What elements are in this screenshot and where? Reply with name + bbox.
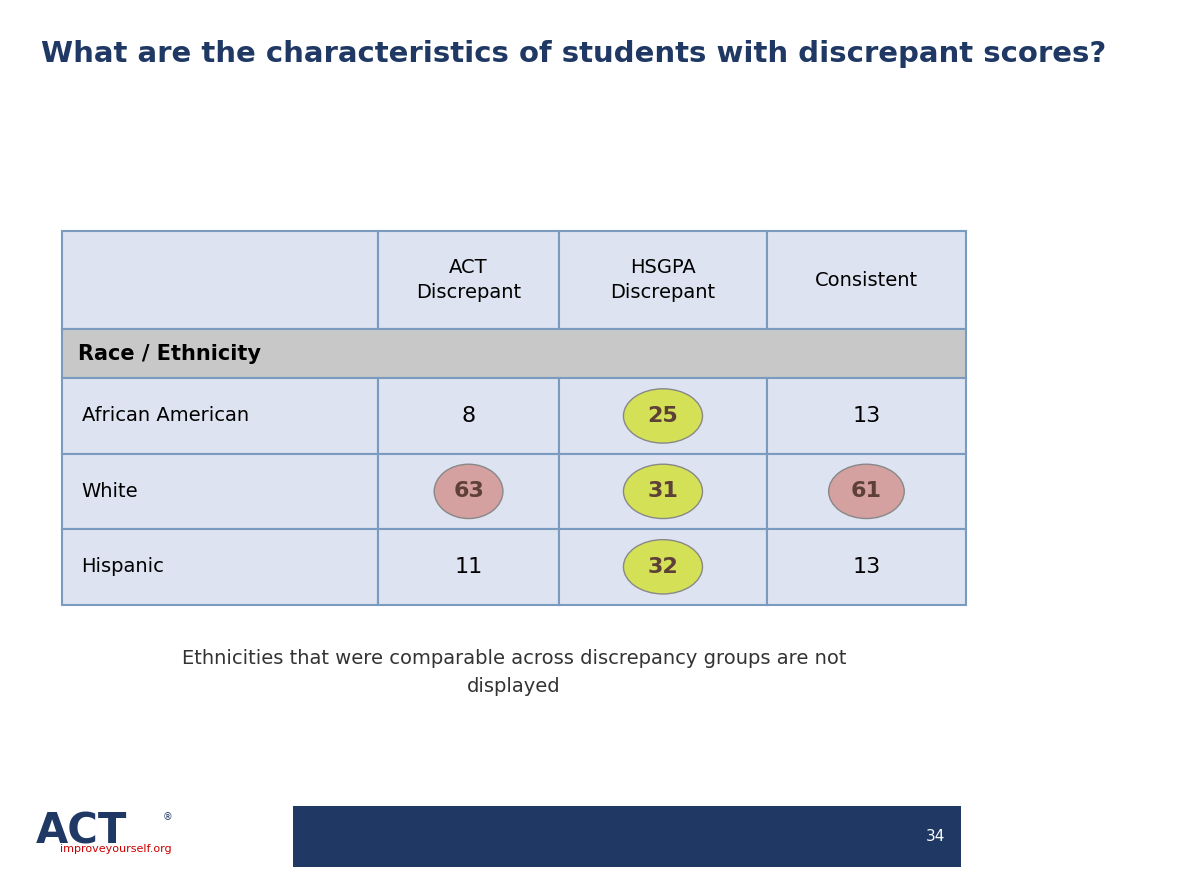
Bar bbox=[767, 231, 966, 329]
Text: Hispanic: Hispanic bbox=[82, 557, 164, 576]
Text: White: White bbox=[82, 482, 138, 501]
Text: ACT: ACT bbox=[36, 810, 127, 853]
Text: 13: 13 bbox=[852, 406, 881, 426]
Bar bbox=[767, 453, 966, 529]
Bar bbox=[378, 529, 559, 605]
Text: ®: ® bbox=[162, 812, 172, 822]
Text: ACT
Discrepant: ACT Discrepant bbox=[416, 258, 521, 302]
Bar bbox=[559, 529, 767, 605]
Text: Ethnicities that were comparable across discrepancy groups are not
displayed: Ethnicities that were comparable across … bbox=[181, 649, 846, 696]
Text: Consistent: Consistent bbox=[815, 270, 918, 290]
Bar bbox=[767, 378, 966, 453]
Text: 13: 13 bbox=[852, 557, 881, 577]
Bar bbox=[293, 806, 961, 867]
Bar bbox=[61, 231, 378, 329]
Bar bbox=[559, 453, 767, 529]
Text: What are the characteristics of students with discrepant scores?: What are the characteristics of students… bbox=[41, 40, 1106, 68]
Text: 32: 32 bbox=[648, 557, 678, 577]
Text: Race / Ethnicity: Race / Ethnicity bbox=[78, 344, 260, 364]
Ellipse shape bbox=[624, 540, 702, 594]
Bar bbox=[378, 231, 559, 329]
Text: 31: 31 bbox=[648, 481, 678, 501]
Ellipse shape bbox=[434, 464, 503, 518]
Bar bbox=[378, 453, 559, 529]
Text: 25: 25 bbox=[648, 406, 678, 426]
Ellipse shape bbox=[829, 464, 905, 518]
Text: HSGPA
Discrepant: HSGPA Discrepant bbox=[611, 258, 715, 302]
Bar bbox=[767, 529, 966, 605]
Text: 11: 11 bbox=[455, 557, 482, 577]
Text: 61: 61 bbox=[851, 481, 882, 501]
Text: African American: African American bbox=[82, 406, 248, 426]
Ellipse shape bbox=[624, 464, 702, 518]
Bar bbox=[559, 378, 767, 453]
Bar bbox=[61, 453, 378, 529]
Bar bbox=[61, 378, 378, 453]
Bar bbox=[559, 231, 767, 329]
Bar bbox=[61, 329, 966, 378]
Text: improveyourself.org: improveyourself.org bbox=[60, 844, 172, 854]
Bar bbox=[378, 378, 559, 453]
Bar bbox=[61, 529, 378, 605]
Ellipse shape bbox=[624, 388, 702, 443]
Text: 34: 34 bbox=[926, 829, 946, 844]
Text: 8: 8 bbox=[462, 406, 475, 426]
Text: 63: 63 bbox=[454, 481, 484, 501]
